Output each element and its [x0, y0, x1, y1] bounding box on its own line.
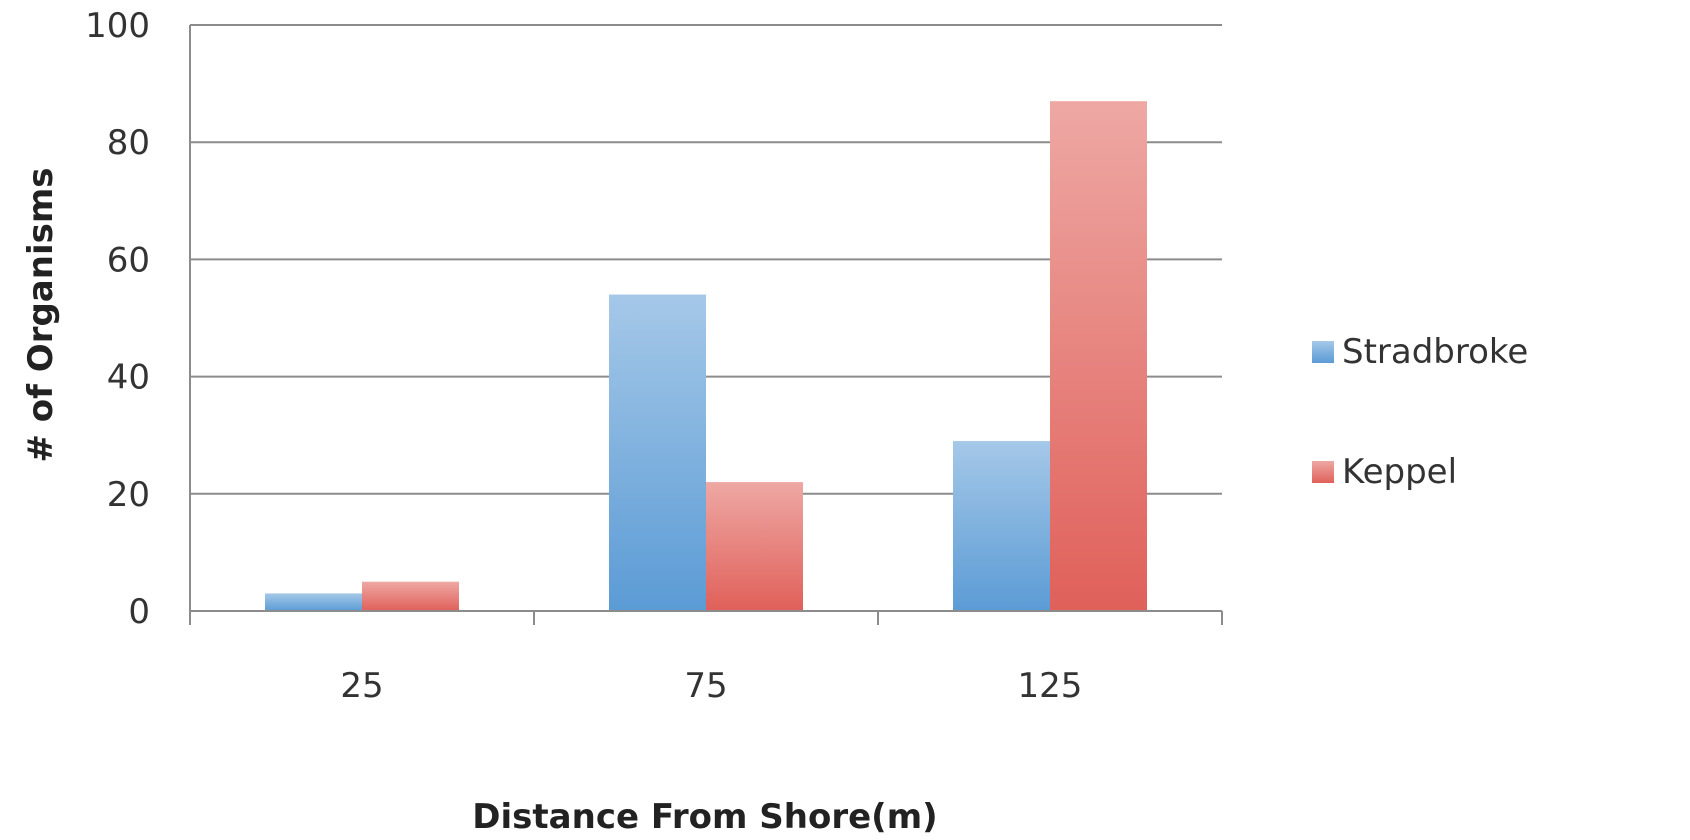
bar-stradbroke-125: [953, 441, 1050, 611]
bar-stradbroke-25: [265, 593, 362, 611]
bars: [265, 101, 1147, 612]
x-axis-title: Distance From Shore(m): [472, 797, 937, 837]
axes: [189, 25, 1223, 625]
bar-keppel-25: [362, 581, 459, 611]
legend-label-keppel: Keppel: [1342, 452, 1457, 492]
tick-labels: 0 20 40 60 80 100 25 75 125: [85, 6, 1082, 706]
bar-stradbroke-75: [609, 294, 706, 611]
y-tick-label: 80: [107, 123, 150, 163]
x-tick-label: 125: [1018, 666, 1083, 706]
bar-keppel-75: [706, 482, 803, 611]
y-tick-label: 0: [128, 592, 150, 632]
legend-swatch-keppel: [1312, 461, 1334, 483]
legend: Stradbroke Keppel: [1312, 332, 1528, 492]
legend-label-stradbroke: Stradbroke: [1342, 332, 1528, 372]
bar-keppel-125: [1050, 101, 1147, 612]
y-tick-label: 20: [107, 475, 150, 515]
legend-swatch-stradbroke: [1312, 341, 1334, 363]
y-tick-label: 100: [85, 6, 150, 46]
y-tick-label: 40: [107, 358, 150, 398]
y-tick-label: 60: [107, 240, 150, 280]
y-axis-title: # of Organisms: [21, 167, 61, 462]
x-tick-label: 25: [340, 666, 383, 706]
x-tick-label: 75: [684, 666, 727, 706]
